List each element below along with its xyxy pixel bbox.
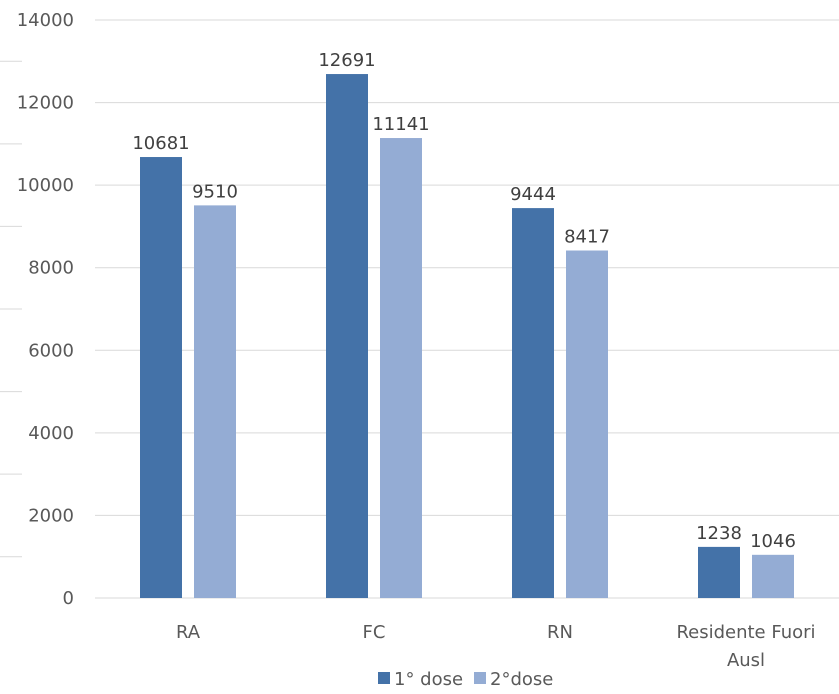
x-category-label: RN	[547, 622, 573, 643]
x-category-label: FC	[363, 622, 386, 643]
data-label: 8417	[564, 226, 610, 247]
y-tick-label: 6000	[28, 340, 74, 361]
bars	[140, 74, 794, 599]
legend-label: 2°dose	[490, 669, 553, 690]
y-tick-label: 4000	[28, 423, 74, 444]
legend: 1° dose 2°dose	[378, 669, 553, 690]
x-axis: RA FC RN Residente Fuori Ausl	[176, 622, 816, 671]
legend-swatch	[378, 672, 390, 684]
x-category-label: RA	[176, 622, 201, 643]
bar	[140, 157, 182, 598]
data-label: 12691	[318, 50, 375, 71]
y-axis: 0 2000 4000 6000 8000 10000 12000 14000	[17, 10, 74, 609]
legend-label: 1° dose	[394, 669, 463, 690]
y-tick-label: 0	[63, 588, 74, 609]
data-label: 9444	[510, 184, 556, 205]
data-label: 1046	[750, 531, 796, 552]
legend-swatch	[474, 672, 486, 684]
bar	[512, 208, 554, 598]
bar	[752, 554, 794, 598]
bar	[194, 205, 236, 598]
bar	[326, 74, 368, 599]
data-labels: 10681 9510 12691 11141 9444 8417 1238 1046	[132, 50, 796, 552]
y-tick-label: 8000	[28, 258, 74, 279]
bar	[698, 546, 740, 598]
data-label: 1238	[696, 523, 742, 544]
bar	[566, 250, 608, 598]
y-tick-label: 14000	[17, 10, 74, 31]
y-tick-label: 12000	[17, 93, 74, 114]
y-tick-label: 2000	[28, 505, 74, 526]
left-edge-ticks	[0, 60, 22, 558]
data-label: 11141	[372, 114, 429, 135]
data-label: 10681	[132, 133, 189, 154]
data-label: 9510	[192, 181, 238, 202]
x-category-label: Residente Fuori Ausl	[676, 622, 815, 671]
bar	[380, 138, 422, 598]
y-tick-label: 10000	[17, 175, 74, 196]
